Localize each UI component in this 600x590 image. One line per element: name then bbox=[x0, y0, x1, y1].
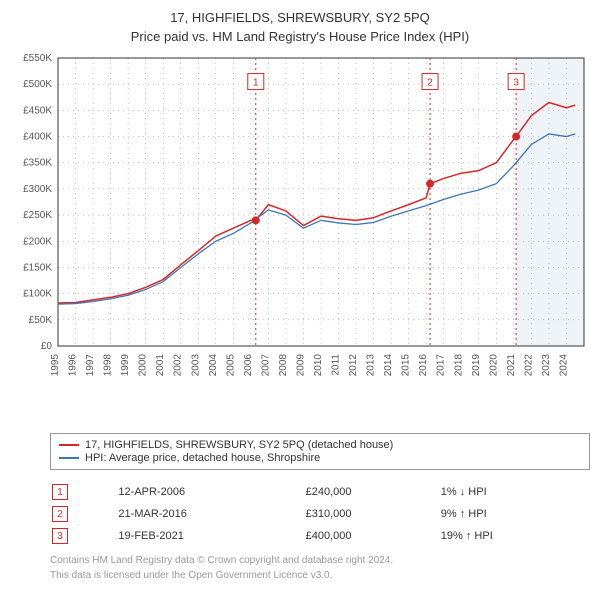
svg-text:1: 1 bbox=[253, 78, 259, 89]
svg-text:2014: 2014 bbox=[383, 354, 394, 377]
svg-text:2016: 2016 bbox=[418, 354, 429, 377]
svg-text:2020: 2020 bbox=[488, 354, 499, 377]
svg-text:2007: 2007 bbox=[260, 354, 271, 377]
svg-text:£250K: £250K bbox=[23, 210, 52, 221]
svg-text:2002: 2002 bbox=[173, 354, 184, 377]
sale-row: 1 12-APR-2006£240,0001% ↓ HPI bbox=[52, 482, 588, 502]
legend: 17, HIGHFIELDS, SHREWSBURY, SY2 5PQ (det… bbox=[50, 433, 590, 470]
svg-text:1995: 1995 bbox=[50, 354, 61, 377]
svg-text:1997: 1997 bbox=[85, 354, 96, 377]
svg-text:£500K: £500K bbox=[23, 79, 52, 90]
svg-text:£350K: £350K bbox=[23, 158, 52, 169]
svg-text:3: 3 bbox=[513, 78, 519, 89]
legend-item: 17, HIGHFIELDS, SHREWSBURY, SY2 5PQ (det… bbox=[59, 439, 581, 451]
svg-text:2013: 2013 bbox=[366, 354, 377, 377]
svg-text:2012: 2012 bbox=[348, 354, 359, 377]
svg-text:2: 2 bbox=[427, 78, 433, 89]
svg-text:£0: £0 bbox=[41, 341, 53, 352]
svg-text:2018: 2018 bbox=[453, 354, 464, 377]
svg-text:£400K: £400K bbox=[23, 132, 52, 143]
sale-row: 2 21-MAR-2016£310,0009% ↑ HPI bbox=[52, 504, 588, 524]
svg-text:£550K: £550K bbox=[23, 53, 52, 64]
sale-marker-badge: 3 bbox=[52, 528, 68, 544]
svg-text:2011: 2011 bbox=[331, 354, 342, 376]
sale-marker-badge: 1 bbox=[52, 484, 68, 500]
svg-text:£200K: £200K bbox=[23, 236, 52, 247]
legend-label: HPI: Average price, detached house, Shro… bbox=[85, 452, 320, 464]
sale-price: £240,000 bbox=[306, 482, 439, 502]
sale-price: £310,000 bbox=[306, 504, 439, 524]
chart-area: £0 £50K £100K £150K £200K £250K £300K £350K £400… bbox=[10, 52, 590, 427]
svg-text:2017: 2017 bbox=[436, 354, 447, 377]
sale-row: 3 19-FEB-2021£400,00019% ↑ HPI bbox=[52, 526, 588, 546]
title-line2: Price paid vs. HM Land Registry's House … bbox=[10, 29, 590, 44]
title-line1: 17, HIGHFIELDS, SHREWSBURY, SY2 5PQ bbox=[10, 10, 590, 25]
svg-text:£50K: £50K bbox=[29, 315, 53, 326]
legend-label: 17, HIGHFIELDS, SHREWSBURY, SY2 5PQ (det… bbox=[85, 439, 393, 451]
svg-text:2010: 2010 bbox=[313, 354, 324, 377]
svg-text:2004: 2004 bbox=[208, 354, 219, 377]
legend-swatch bbox=[59, 457, 79, 459]
sale-diff: 9% ↑ HPI bbox=[441, 504, 588, 524]
sale-date: 19-FEB-2021 bbox=[118, 526, 303, 546]
svg-text:2008: 2008 bbox=[278, 354, 289, 377]
svg-text:2021: 2021 bbox=[506, 354, 517, 377]
svg-text:2024: 2024 bbox=[558, 354, 569, 377]
sales-table: 1 12-APR-2006£240,0001% ↓ HPI 2 21-MAR-2016… bbox=[50, 480, 590, 548]
svg-text:£450K: £450K bbox=[23, 105, 52, 116]
footnote-1: Contains HM Land Registry data © Crown c… bbox=[50, 554, 590, 567]
svg-text:1999: 1999 bbox=[120, 354, 131, 377]
legend-swatch bbox=[59, 444, 79, 446]
svg-text:2001: 2001 bbox=[155, 354, 166, 377]
svg-text:2006: 2006 bbox=[243, 354, 254, 377]
sale-marker-badge: 2 bbox=[52, 506, 68, 522]
chart-container: 17, HIGHFIELDS, SHREWSBURY, SY2 5PQ Pric… bbox=[0, 0, 600, 590]
chart-svg: £0 £50K £100K £150K £200K £250K £300K £350K £400… bbox=[10, 52, 590, 392]
svg-text:2009: 2009 bbox=[295, 354, 306, 377]
svg-text:1996: 1996 bbox=[68, 354, 79, 377]
sale-diff: 1% ↓ HPI bbox=[441, 482, 588, 502]
sale-price: £400,000 bbox=[306, 526, 439, 546]
svg-text:2015: 2015 bbox=[401, 354, 412, 377]
svg-text:2022: 2022 bbox=[523, 354, 534, 377]
svg-text:£100K: £100K bbox=[23, 289, 52, 300]
sale-date: 21-MAR-2016 bbox=[118, 504, 303, 524]
sale-diff: 19% ↑ HPI bbox=[441, 526, 588, 546]
svg-text:2005: 2005 bbox=[225, 354, 236, 377]
svg-text:1998: 1998 bbox=[103, 354, 114, 377]
svg-text:£300K: £300K bbox=[23, 184, 52, 195]
svg-text:2003: 2003 bbox=[190, 354, 201, 377]
svg-text:2000: 2000 bbox=[138, 354, 149, 377]
footnote-2: This data is licensed under the Open Gov… bbox=[50, 569, 590, 582]
legend-item: HPI: Average price, detached house, Shro… bbox=[59, 452, 581, 464]
svg-text:£150K: £150K bbox=[23, 262, 52, 273]
svg-text:2023: 2023 bbox=[541, 354, 552, 377]
sale-date: 12-APR-2006 bbox=[118, 482, 303, 502]
svg-text:2019: 2019 bbox=[471, 354, 482, 377]
